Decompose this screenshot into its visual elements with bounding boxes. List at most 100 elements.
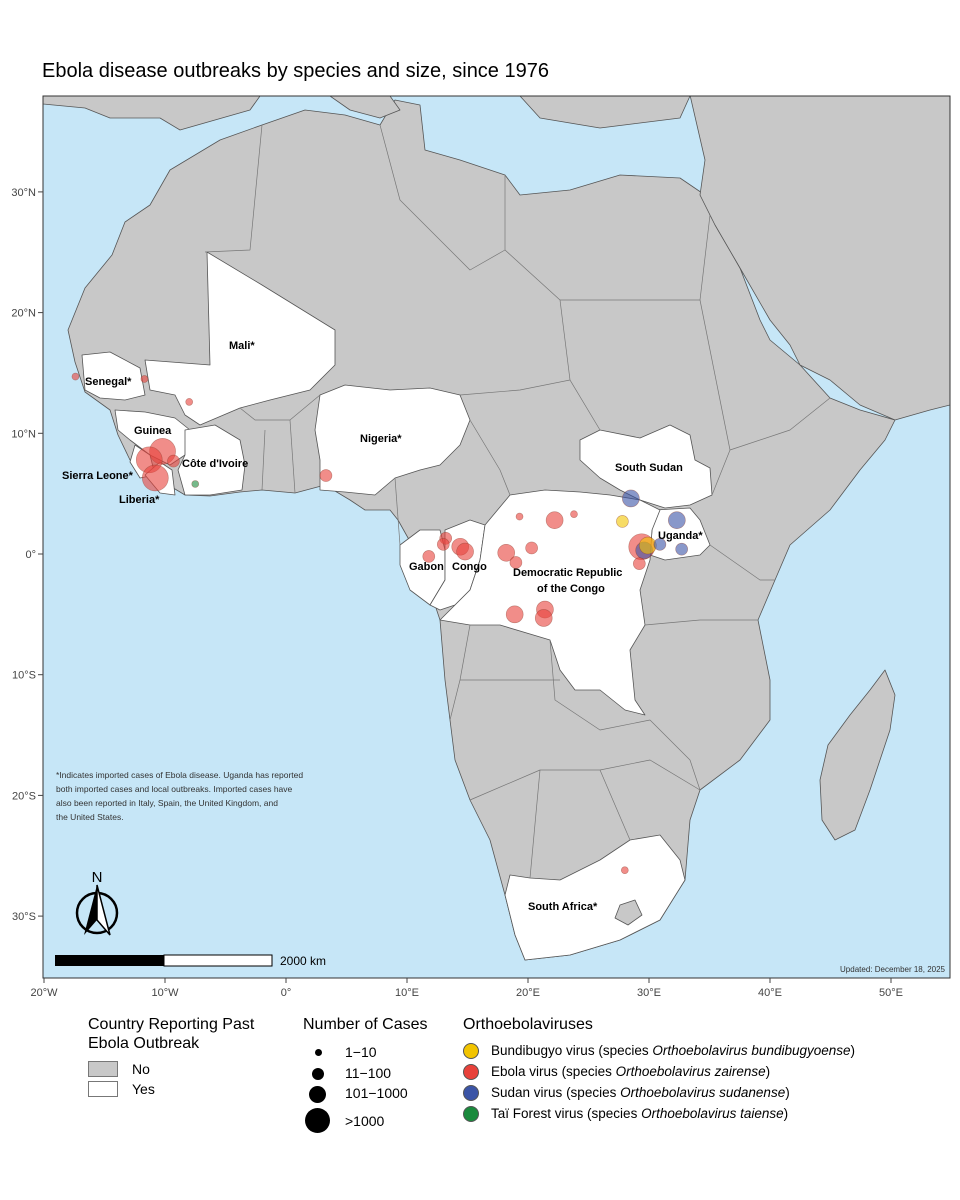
legend-size-dot-3: [309, 1086, 326, 1103]
legend-virus-paren: (species: [566, 1085, 621, 1100]
madagascar: [819, 669, 896, 841]
outbreak-ebola-circle: [142, 464, 169, 492]
legend-swatch-no: [88, 1061, 118, 1077]
y-tick-label: 20°N: [11, 308, 36, 320]
outbreak-circles: [71, 372, 688, 875]
legend-color-bundibugyo: [463, 1042, 479, 1059]
footnote-line: also been reported in Italy, Spain, the …: [56, 798, 278, 808]
outbreak-ebola-circle: [515, 512, 524, 521]
legend-virus-species: Orthoebolavirus bundibugyoense: [652, 1043, 851, 1058]
label-congo: Congo: [452, 561, 487, 573]
north-label: N: [92, 869, 103, 886]
label-south-africa: South Africa*: [528, 901, 598, 913]
legend-virus-paren: (species: [587, 1106, 642, 1121]
outbreak-ebola-circle: [422, 550, 436, 563]
outbreak-sudan-circle: [622, 489, 640, 508]
outbreak-sudan-circle: [675, 542, 688, 556]
map-figure: 20°W 10°W 0° 10°E 20°E 30°E 40°E 50°E 30°N 20°N 1…: [11, 95, 951, 999]
legend-virus-close: ): [783, 1106, 789, 1121]
label-guinea: Guinea: [134, 425, 172, 437]
legend-virus-species: Orthoebolavirus taiense: [641, 1106, 784, 1121]
label-cote-divoire: Côte d'Ivoire: [182, 458, 248, 470]
legend-case-counts: Number of Cases 1−10 11−100 101−1000 >10…: [303, 1015, 443, 1134]
y-axis-ticks: 30°N 20°N 10°N 0° 10°S 20°S 30°S: [11, 187, 43, 923]
outbreak-ebola-circle: [620, 866, 629, 875]
legend-country-status: Country Reporting Past Ebola Outbreak No…: [88, 1015, 268, 1099]
outbreak-ebola-circle: [185, 398, 193, 406]
label-south-sudan: South Sudan: [615, 462, 683, 474]
country-south-africa: [504, 834, 686, 961]
outbreak-sudan-circle: [668, 511, 686, 530]
outbreak-ebola-circle: [570, 510, 578, 518]
x-tick-label: 20°W: [30, 987, 58, 999]
legend-size-label: >1000: [345, 1113, 385, 1129]
outbreak-ebola-circle: [167, 454, 180, 468]
legend-item-yes: Yes: [88, 1079, 268, 1099]
scale-bar-label: 2000 km: [280, 954, 326, 968]
label-uganda: Uganda*: [658, 530, 703, 542]
y-tick-label: 10°N: [11, 428, 36, 440]
legend-size-label: 11−100: [345, 1065, 392, 1081]
y-tick-label: 10°S: [12, 670, 36, 682]
y-tick-label: 30°S: [12, 911, 36, 923]
label-nigeria: Nigeria*: [360, 433, 402, 445]
label-mali: Mali*: [229, 340, 255, 352]
outbreak-bundibugyo-circle: [616, 515, 629, 528]
legend-virus-paren: (species: [598, 1043, 653, 1058]
outbreak-ebola-circle: [633, 557, 646, 570]
y-tick-label: 30°N: [11, 187, 36, 199]
legend-swatch-yes: [88, 1081, 118, 1097]
label-liberia: Liberia*: [119, 494, 160, 506]
legend-cases-title: Number of Cases: [303, 1016, 428, 1033]
outbreak-ebola-circle: [140, 375, 149, 383]
x-tick-label: 10°W: [151, 987, 179, 999]
legend-virus-name: Taï Forest virus: [491, 1106, 584, 1121]
north-arrow: N: [75, 869, 119, 936]
x-tick-label: 40°E: [758, 987, 782, 999]
legend-label-no: No: [132, 1061, 150, 1077]
outbreak-ebola-circle: [505, 605, 524, 624]
country-mali: [144, 251, 336, 426]
legend-virus-close: ): [765, 1064, 771, 1079]
outbreak-tai-forest-circle: [191, 480, 200, 488]
label-drc-line2: of the Congo: [537, 583, 605, 595]
footnote-line: *Indicates imported cases of Ebola disea…: [56, 770, 303, 780]
legend-virus-item: Ebola virus (species Orthoebolavirus zai…: [463, 1061, 855, 1082]
legend-virus-close: ): [850, 1043, 856, 1058]
legend-size-dot-1: [315, 1049, 322, 1056]
label-sierra-leone: Sierra Leone*: [62, 470, 134, 482]
updated-date: Updated: December 18, 2025: [840, 965, 946, 974]
legend-virus-species: Orthoebolavirus zairense: [615, 1064, 766, 1079]
legend-size-dot-2: [312, 1068, 324, 1080]
outbreak-ebola-circle: [497, 543, 516, 562]
europe-landmass: [43, 96, 261, 131]
legend-virus-name: Ebola virus: [491, 1064, 558, 1079]
x-tick-label: 50°E: [879, 987, 903, 999]
x-tick-label: 20°E: [516, 987, 540, 999]
outbreak-ebola-circle: [456, 542, 474, 561]
north-arrow-right-half: [96, 884, 111, 936]
legend-size-label: 101−1000: [345, 1085, 408, 1101]
legend-country-title: Country Reporting Past Ebola Outbreak: [88, 1016, 255, 1052]
footnote-line: the United States.: [56, 812, 124, 822]
outbreak-ebola-circle: [71, 372, 80, 381]
legend-virus-species: Orthoebolavirus sudanense: [620, 1085, 786, 1100]
legend-virus-title: Orthoebolaviruses: [463, 1016, 593, 1033]
outbreak-ebola-circle: [534, 609, 553, 627]
legend-color-sudan: [463, 1084, 479, 1101]
legend-virus-paren: (species: [561, 1064, 616, 1079]
legend-virus-name: Sudan virus: [491, 1085, 563, 1100]
x-axis-ticks: 20°W 10°W 0° 10°E 20°E 30°E 40°E 50°E: [30, 978, 903, 999]
country-senegal: [81, 351, 146, 401]
legend-virus-item: Taï Forest virus (species Orthoebolaviru…: [463, 1103, 855, 1124]
legend-color-ebola: [463, 1063, 479, 1080]
label-drc-line1: Democratic Republic: [513, 567, 622, 579]
x-tick-label: 30°E: [637, 987, 661, 999]
legend-virus-item: Sudan virus (species Orthoebolavirus sud…: [463, 1082, 855, 1103]
legend-label-yes: Yes: [132, 1081, 155, 1097]
legend-virus-species: Orthoebolaviruses Bundibugyo virus (spec…: [463, 1015, 855, 1124]
country-cote-divoire: [177, 424, 246, 496]
scale-bar: 2000 km: [55, 954, 326, 968]
legend-color-tai-forest: [463, 1105, 479, 1122]
label-senegal: Senegal*: [85, 376, 132, 388]
